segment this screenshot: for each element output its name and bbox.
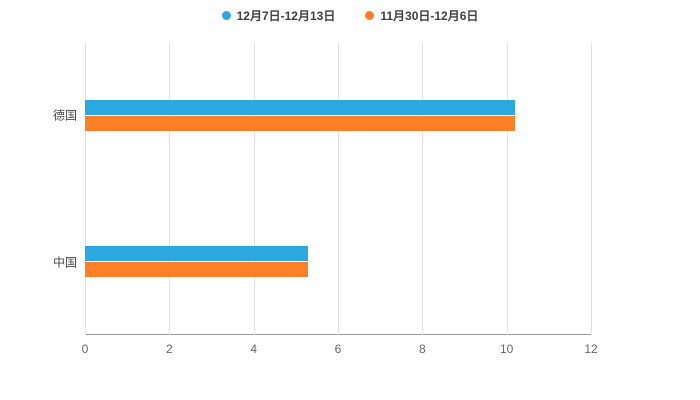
- x-tick-label: 8: [418, 342, 426, 356]
- legend-dot-icon: [221, 11, 231, 20]
- y-category-label: 德国: [52, 108, 77, 123]
- gridline: [253, 42, 255, 335]
- legend-label: 11月30日-12月6日: [380, 9, 479, 23]
- bar-series-0-德国[interactable]: [85, 99, 516, 115]
- bar-series-1-中国[interactable]: [85, 262, 309, 278]
- x-tick-label: 4: [250, 342, 257, 356]
- x-tick-label: 6: [334, 342, 342, 356]
- bar-series-0-中国[interactable]: [85, 246, 309, 262]
- legend-item-1[interactable]: 11月30日-12月6日: [365, 7, 478, 24]
- gridline: [422, 42, 424, 335]
- legend-item-0[interactable]: 12月7日-12月13日: [221, 7, 336, 24]
- plot-area: [85, 42, 592, 335]
- x-tick-label: 0: [81, 342, 89, 356]
- gridline: [169, 42, 171, 335]
- legend-label: 12月7日-12月13日: [236, 9, 336, 23]
- bar-series-1-德国[interactable]: [85, 115, 516, 131]
- gridline: [338, 42, 339, 335]
- gridline: [85, 42, 86, 335]
- x-tick-label: 12: [584, 342, 598, 356]
- gridline: [506, 42, 508, 335]
- x-tick-label: 2: [165, 342, 173, 356]
- x-tick-label: 10: [499, 342, 514, 356]
- legend: 12月7日-12月13日 11月30日-12月6日: [0, 7, 700, 24]
- gridline: [591, 42, 592, 335]
- legend-dot-icon: [365, 11, 375, 20]
- y-category-label: 中国: [52, 255, 77, 270]
